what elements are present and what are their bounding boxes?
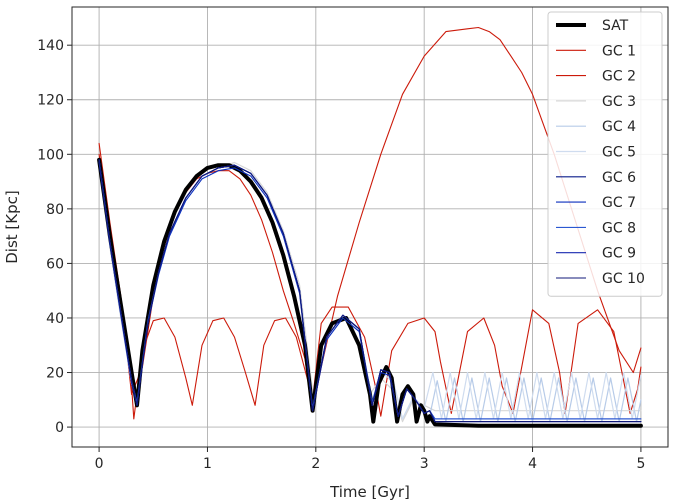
legend-label-gc-6: GC 6 [602, 170, 636, 186]
y-tick-label-0: 0 [55, 420, 64, 436]
series-lines [97, 26, 643, 428]
x-axis-ticks: 0 1 2 3 4 5 [95, 447, 645, 472]
plot-frame [71, 6, 669, 448]
legend-label-gc-10: GC 10 [602, 271, 645, 287]
series-line-sat [97, 157, 643, 428]
series-line-gc-10 [98, 159, 642, 423]
x-tick-label-4: 4 [528, 456, 537, 472]
y-tick-label-2: 40 [46, 311, 64, 327]
legend: SAT GC 1 GC 2 GC 3 GC 4 GC 5 GC 6 GC 7 GC 8 GC 9 G… [547, 11, 663, 297]
y-tick-label-5: 100 [37, 147, 64, 163]
x-tick-label-0: 0 [95, 456, 104, 472]
y-axis-ticks: 0 20 40 60 80 100 120 140 [37, 38, 72, 436]
x-tick-label-5: 5 [636, 456, 645, 472]
legend-box [547, 11, 663, 297]
legend-label-sat: SAT [602, 18, 629, 34]
legend-label-gc-1: GC 1 [602, 43, 636, 59]
y-tick-label-7: 140 [37, 38, 64, 54]
x-tick-label-3: 3 [420, 456, 429, 472]
y-tick-label-1: 20 [46, 366, 64, 382]
legend-label-gc-9: GC 9 [602, 246, 636, 262]
y-tick-label-3: 60 [46, 256, 64, 272]
legend-label-gc-2: GC 2 [602, 69, 636, 85]
legend-label-gc-3: GC 3 [602, 94, 636, 110]
legend-label-gc-7: GC 7 [602, 195, 636, 211]
y-tick-label-4: 80 [46, 202, 64, 218]
legend-label-gc-4: GC 4 [602, 119, 636, 135]
x-tick-label-1: 1 [203, 456, 212, 472]
legend-label-gc-5: GC 5 [602, 145, 636, 161]
y-axis-label: Dist [Kpc] [3, 190, 21, 264]
series-line-gc-2 [98, 153, 642, 420]
x-tick-label-2: 2 [311, 456, 320, 472]
legend-label-gc-8: GC 8 [602, 220, 636, 236]
x-axis-label: Time [Gyr] [329, 483, 410, 501]
y-tick-label-6: 120 [37, 93, 64, 109]
